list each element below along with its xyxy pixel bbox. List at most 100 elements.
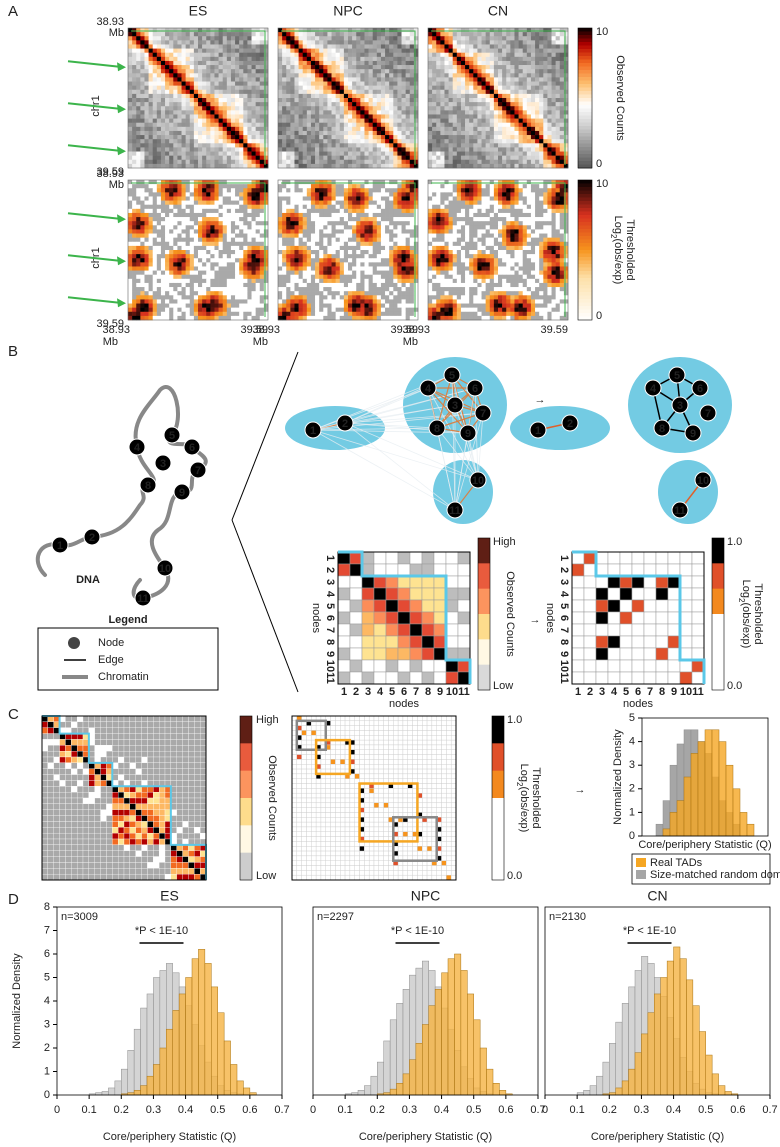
heatmap-cell — [231, 82, 235, 86]
heatmap-cell — [457, 69, 461, 73]
heatmap-cell — [144, 119, 148, 123]
heatmap-cell — [214, 44, 218, 48]
heatmap-cell — [128, 266, 132, 270]
heatmap-cell — [385, 32, 389, 36]
heatmap-cell — [286, 127, 290, 131]
heatmap-cell — [227, 246, 231, 250]
heatmap-cell — [360, 254, 364, 258]
heatmap-cell — [198, 217, 202, 221]
heatmap-cell — [348, 196, 352, 200]
heatmap-cell — [327, 196, 331, 200]
heatmap-cell — [352, 90, 356, 94]
heatmap-cell — [219, 40, 223, 44]
heatmap-cell — [161, 258, 165, 262]
heatmap-cell — [282, 201, 286, 205]
heatmap-cell — [381, 82, 385, 86]
heatmap-cell — [535, 57, 539, 61]
heatmap-cell — [299, 291, 303, 295]
heatmap-cell — [290, 86, 294, 90]
heatmap-cell — [356, 156, 360, 160]
heatmap-cell — [149, 180, 153, 184]
heatmap-cell — [381, 53, 385, 57]
heatmap-cell — [194, 304, 198, 308]
heatmap-cell — [286, 205, 290, 209]
heatmap-cell — [336, 69, 340, 73]
heatmap-cell — [182, 238, 186, 242]
heatmap-cell — [198, 65, 202, 69]
heatmap-cell — [410, 86, 414, 90]
heatmap-cell — [323, 234, 327, 238]
heatmap-cell — [527, 28, 531, 32]
heatmap-cell — [389, 53, 393, 57]
heatmap-cell — [410, 164, 414, 168]
heatmap-cell — [136, 213, 140, 217]
heatmap-cell — [336, 152, 340, 156]
heatmap-cell — [214, 209, 218, 213]
heatmap-cell — [336, 106, 340, 110]
heatmap-cell — [153, 262, 157, 266]
heatmap-cell — [364, 36, 368, 40]
heatmap-cell — [231, 242, 235, 246]
heatmap-cell — [177, 192, 181, 196]
heatmap-cell — [327, 106, 331, 110]
heatmap-cell — [136, 69, 140, 73]
heatmap-cell — [510, 61, 514, 65]
heatmap-cell — [294, 213, 298, 217]
heatmap-cell — [243, 106, 247, 110]
heatmap-cell — [173, 131, 177, 135]
heatmap-cell — [165, 28, 169, 32]
zoom-line — [232, 352, 298, 520]
heatmap-cell — [369, 250, 373, 254]
heatmap-cell — [348, 110, 352, 114]
heatmap-cell — [149, 160, 153, 164]
heatmap-cell — [360, 205, 364, 209]
heatmap-cell — [344, 110, 348, 114]
heatmap-cell — [190, 65, 194, 69]
heatmap-cell — [169, 152, 173, 156]
heatmap-cell — [144, 82, 148, 86]
heatmap-cell — [402, 73, 406, 77]
heatmap-cell — [543, 57, 547, 61]
heatmap-cell — [186, 73, 190, 77]
heatmap-cell — [169, 279, 173, 283]
heatmap-cell — [348, 94, 352, 98]
heatmap-cell — [186, 201, 190, 205]
heatmap-cell — [132, 266, 136, 270]
heatmap-cell — [153, 49, 157, 53]
heatmap-cell — [239, 262, 243, 266]
heatmap-cell — [132, 209, 136, 213]
heatmap-cell — [406, 102, 410, 106]
heatmap-cell — [136, 246, 140, 250]
heatmap-cell — [311, 160, 315, 164]
heatmap-cell — [227, 106, 231, 110]
heatmap-cell — [214, 127, 218, 131]
heatmap-cell — [202, 201, 206, 205]
heatmap-cell — [307, 201, 311, 205]
heatmap-cell — [260, 147, 264, 151]
heatmap-cell — [286, 299, 290, 303]
heatmap-cell — [169, 69, 173, 73]
heatmap-cell — [173, 192, 177, 196]
heatmap-cell — [402, 53, 406, 57]
heatmap-cell — [235, 184, 239, 188]
heatmap-cell — [227, 147, 231, 151]
heatmap-cell — [223, 127, 227, 131]
heatmap-cell — [219, 131, 223, 135]
heatmap-cell — [153, 86, 157, 90]
heatmap-cell — [307, 229, 311, 233]
heatmap-cell — [311, 110, 315, 114]
heatmap-cell — [144, 312, 148, 316]
heatmap-cell — [173, 110, 177, 114]
heatmap-cell — [194, 213, 198, 217]
heatmap-cell — [235, 213, 239, 217]
heatmap-cell — [252, 49, 256, 53]
heatmap-cell — [393, 246, 397, 250]
heatmap-cell — [299, 98, 303, 102]
heatmap-cell — [206, 184, 210, 188]
heatmap-cell — [140, 160, 144, 164]
heatmap-cell — [319, 53, 323, 57]
heatmap-cell — [219, 119, 223, 123]
heatmap-cell — [202, 271, 206, 275]
heatmap-cell — [198, 147, 202, 151]
